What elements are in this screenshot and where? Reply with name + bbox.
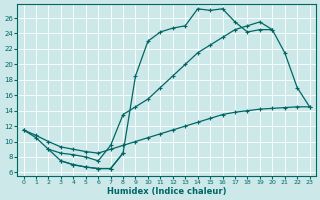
X-axis label: Humidex (Indice chaleur): Humidex (Indice chaleur) [107,187,226,196]
